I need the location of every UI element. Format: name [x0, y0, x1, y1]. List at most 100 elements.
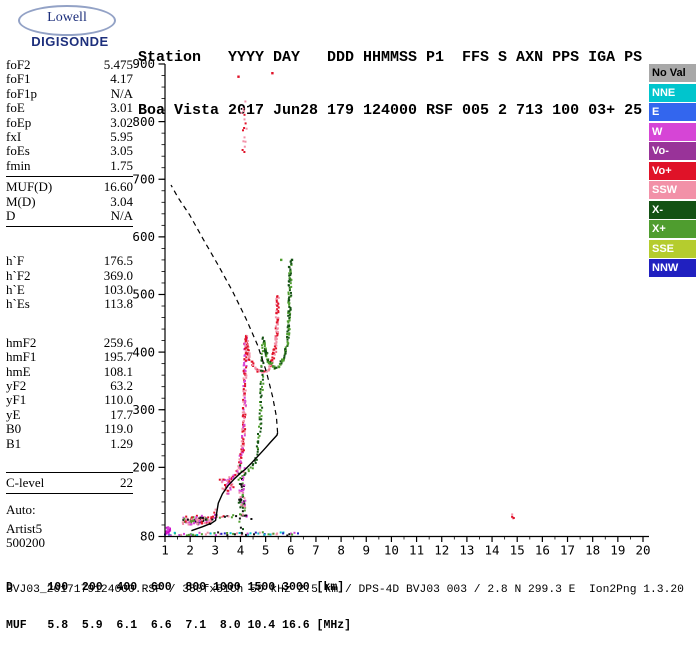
x-tick-label: 17: [560, 543, 575, 558]
x-tick-label: 13: [459, 543, 474, 558]
param-row-fof1: foF1 4.17: [6, 71, 133, 87]
legend-item-vo+: Vo+: [649, 161, 696, 180]
param-row-hf2: h`F2 369.0: [6, 267, 133, 283]
logo-oval: [18, 5, 116, 36]
x-tick-label: 6: [287, 543, 295, 558]
param-value: 369.0: [103, 267, 133, 283]
x-tick-label: 3: [212, 543, 220, 558]
profile-lines: [170, 184, 279, 532]
x-tick-label: 2: [186, 543, 194, 558]
x-tick-label: 14: [485, 543, 500, 558]
y-tick-label: 700: [132, 171, 155, 186]
param-row-mufd: MUF(D) 16.60: [6, 179, 133, 195]
param-value: 119.0: [104, 421, 133, 437]
x-tick-label: 15: [510, 543, 525, 558]
param-row-fxi: fxI 5.95: [6, 128, 133, 144]
param-row-b0: B0 119.0: [6, 421, 133, 437]
true-height-profile-line: [191, 432, 279, 532]
x-tick-label: 12: [434, 543, 449, 558]
param-row-foep: foEp 3.02: [6, 114, 133, 130]
param-label: D: [6, 207, 16, 223]
param-label: h`F2: [6, 267, 31, 283]
y-tick-label: 80: [140, 529, 155, 544]
station-header: Station YYYY DAY DDD HHMMSS P1 FFS S AXN…: [138, 14, 642, 137]
param-row-fof1p: foF1p N/A: [6, 85, 133, 101]
logo-digisonde-text: DIGISONDE: [31, 34, 109, 49]
param-label: foF1p: [6, 85, 38, 101]
param-value: 5.475: [103, 57, 133, 72]
param-label: yF1: [6, 392, 27, 408]
scaled-parameters-panel: foF2 5.475 foF1 4.17 foF1p N/A foE 3.01 foEp 3.02…: [6, 57, 133, 551]
legend-item-nne: NNE: [649, 83, 696, 102]
param-value: 3.01: [110, 100, 133, 116]
muf-table: D 100 200 400 600 800 1000 1500 3000 [km…: [6, 556, 351, 646]
param-label: foF1: [6, 71, 31, 87]
param-value: N/A: [110, 207, 133, 223]
param-value: 3.02: [110, 114, 133, 130]
param-row-auto: Auto:: [6, 502, 133, 518]
x-tick-label: 20: [635, 543, 650, 558]
param-label: foEs: [6, 143, 30, 159]
muf-table-line-d: D 100 200 400 600 800 1000 1500 3000 [km…: [6, 580, 345, 594]
param-label: foE: [6, 100, 25, 116]
header-column-titles: Station YYYY DAY DDD HHMMSS P1 FFS S AXN…: [138, 49, 643, 66]
param-row-fmin: fmin 1.75: [6, 157, 133, 173]
param-value: 4.17: [110, 71, 133, 87]
param-value: 113.8: [104, 296, 133, 312]
param-row-fof2: foF2 5.475: [6, 57, 133, 72]
x-tick-label: 10: [384, 543, 399, 558]
y-tick-label: 800: [132, 114, 155, 129]
param-row-b1: B1 1.29: [6, 435, 133, 451]
param-row-hf: h`F 176.5: [6, 253, 133, 269]
param-value: 17.7: [110, 406, 133, 422]
param-row-md: M(D) 3.04: [6, 193, 133, 209]
x-tick-label: 18: [585, 543, 600, 558]
param-row-hmf2: hmF2 259.6: [6, 334, 133, 350]
y-tick-label: 200: [132, 460, 155, 475]
param-label: fxI: [6, 128, 22, 144]
x-tick-label: 8: [337, 543, 345, 558]
x-tick-label: 7: [312, 543, 320, 558]
legend-item-ssw: SSW: [649, 181, 696, 199]
param-row-500200: 500200: [6, 535, 133, 551]
y-tick-label: 500: [132, 287, 155, 302]
logo-lowell-text: Lowell: [47, 10, 87, 25]
echo-color-legend: No Val NNE E W Vo- Vo+ SSW X- X+ SSE NNW: [649, 64, 696, 279]
param-label: h`F: [6, 253, 25, 269]
param-separator-rule: [6, 176, 133, 178]
param-value: 1.29: [110, 435, 133, 451]
param-label: B1: [6, 435, 22, 451]
param-row-d: D N/A: [6, 207, 133, 223]
param-value: N/A: [110, 85, 133, 101]
param-row-hes: h`Es 113.8: [6, 296, 133, 312]
x-tick-label: 19: [610, 543, 625, 558]
param-label: 500200: [6, 535, 45, 551]
param-label: yE: [6, 406, 21, 422]
param-value: 22: [120, 474, 133, 490]
param-value: 108.1: [103, 363, 133, 379]
param-label: hmF1: [6, 349, 37, 365]
param-value: 176.5: [103, 253, 133, 269]
legend-item-vo-: Vo-: [649, 142, 696, 160]
echo-dots: [164, 72, 515, 537]
param-row-yf1: yF1 110.0: [6, 392, 133, 408]
param-value: 1.75: [110, 157, 133, 173]
param-value: 259.6: [103, 334, 133, 350]
param-row-he: h`E 103.0: [6, 282, 133, 297]
param-label: foEp: [6, 114, 32, 130]
param-label: hmE: [6, 363, 31, 379]
param-row-clevel: C-level 22: [6, 474, 133, 490]
param-label: yF2: [6, 378, 27, 394]
param-value: 5.95: [110, 128, 133, 144]
param-value: 16.60: [103, 179, 133, 195]
param-label: M(D): [6, 193, 36, 209]
x-tick-label: 9: [362, 543, 370, 558]
status-line: BVJ03_2017179124000.RSF / 380fx51Ch 50 k…: [6, 584, 684, 596]
muf-table-line-muf: MUF 5.8 5.9 6.1 6.6 7.1 8.0 10.4 16.6 [M…: [6, 618, 352, 632]
param-label: Auto:: [6, 502, 36, 518]
param-row-foe: foE 3.01: [6, 100, 133, 116]
x-tick-label: 16: [535, 543, 550, 558]
y-tick-label: 400: [132, 344, 155, 359]
